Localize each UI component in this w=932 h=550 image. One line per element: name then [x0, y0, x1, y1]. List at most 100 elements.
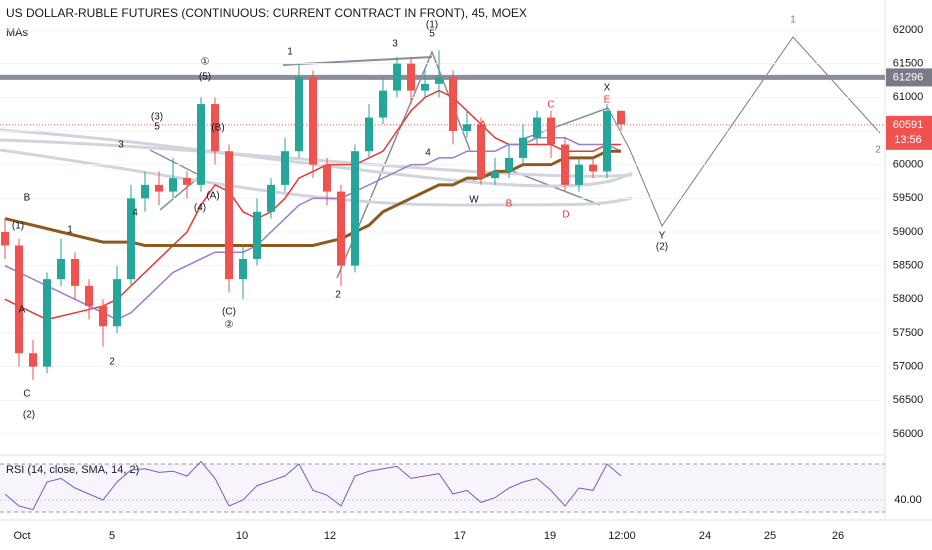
- candle-body: [547, 117, 555, 145]
- wave-label: (2): [656, 242, 668, 253]
- wave-label: E: [604, 95, 611, 106]
- y-tick-label: 56500: [893, 394, 924, 406]
- wave-label: (B): [211, 123, 224, 134]
- candle-body: [463, 124, 471, 131]
- candle-body: [225, 151, 233, 280]
- x-tick-label: 26: [832, 530, 844, 542]
- candle-body: [85, 285, 93, 307]
- moving-average: [4, 149, 621, 247]
- candle-body: [57, 258, 65, 280]
- x-tick-label: 12:00: [608, 530, 636, 542]
- candle-body: [141, 184, 149, 199]
- candle-body: [491, 171, 499, 179]
- wave-label: (2): [23, 410, 35, 421]
- candle-body: [43, 279, 51, 367]
- candle-body: [505, 157, 513, 172]
- wave-label: C: [23, 389, 30, 400]
- wave-label: 4: [132, 208, 138, 219]
- candle-body: [281, 151, 289, 185]
- wave-label: A: [19, 305, 26, 316]
- wave-label: Y: [659, 231, 666, 242]
- wave-label: 3: [392, 39, 398, 50]
- candle-body: [449, 77, 457, 131]
- wave-label: W: [469, 195, 479, 206]
- chart-title: US DOLLAR-RUBLE FUTURES (CONTINUOUS: CUR…: [6, 6, 527, 20]
- candle-body: [155, 184, 163, 192]
- candle-body: [533, 117, 541, 138]
- candle-body: [29, 353, 37, 367]
- candle-body: [617, 110, 625, 125]
- y-tick-label: 61500: [893, 58, 924, 70]
- candle-body: [393, 63, 401, 91]
- wave-label: 4: [425, 148, 431, 159]
- candle-body: [267, 184, 275, 212]
- candle-body: [211, 104, 219, 152]
- x-tick-label: 5: [109, 530, 115, 542]
- wave-label: 1: [287, 47, 293, 58]
- rsi-tick-label: 40.00: [894, 494, 922, 506]
- x-tick-label: Oct: [13, 530, 30, 542]
- candle-body: [15, 245, 23, 354]
- x-tick-label: 12: [324, 530, 336, 542]
- y-tick-label: 59500: [893, 192, 924, 204]
- x-tick-label: 24: [699, 530, 711, 542]
- candle-body: [295, 77, 303, 152]
- wave-label: (C): [222, 307, 236, 318]
- wave-label: D: [562, 210, 569, 221]
- candle-body: [169, 178, 177, 192]
- candle-body: [99, 306, 107, 327]
- candle-body: [71, 258, 79, 286]
- wave-label: 5: [429, 29, 435, 40]
- x-tick-label: 19: [544, 530, 556, 542]
- candle-body: [477, 124, 485, 179]
- wave-label: A: [480, 120, 487, 131]
- candle-body: [113, 279, 121, 327]
- wave-label: (1): [426, 20, 438, 31]
- y-tick-label: 57500: [893, 327, 924, 339]
- candle-body: [421, 83, 429, 91]
- candle-body: [351, 151, 359, 266]
- candle-body: [309, 77, 317, 165]
- indicator-label: MAs: [6, 27, 29, 39]
- wave-label: C: [547, 100, 554, 111]
- candle-body: [323, 164, 331, 192]
- wave-label: (1): [12, 221, 24, 232]
- candle-body: [379, 90, 387, 118]
- wave-label: 2: [875, 145, 881, 156]
- wave-label: 2: [335, 290, 341, 301]
- y-tick-label: 60000: [893, 159, 924, 171]
- ma-gray: [0, 138, 633, 178]
- candle-body: [561, 144, 569, 185]
- y-tick-label: 62000: [893, 24, 924, 36]
- x-tick-label: 10: [236, 530, 248, 542]
- candle-body: [519, 137, 527, 158]
- candle-body: [337, 191, 345, 266]
- last-price-label: 60591: [893, 119, 924, 131]
- y-tick-label: 58000: [893, 293, 924, 305]
- candle-body: [239, 258, 247, 280]
- level-label: 61296: [893, 71, 924, 83]
- candle-body: [127, 198, 135, 280]
- wave-label: 2: [109, 357, 115, 368]
- ma-gray: [0, 148, 633, 207]
- y-tick-label: 58500: [893, 260, 924, 272]
- candle-body: [407, 63, 415, 91]
- candle-body: [1, 232, 9, 246]
- wave-label: B: [506, 199, 513, 210]
- moving-average: [4, 136, 622, 321]
- candle-body: [365, 117, 373, 152]
- wave-label: 3: [118, 140, 124, 151]
- wave-label: (4): [194, 203, 206, 214]
- candle-body: [435, 77, 443, 84]
- y-tick-label: 59000: [893, 226, 924, 238]
- candle-body: [183, 178, 191, 185]
- wave-label: ②: [225, 320, 234, 331]
- wave-label: (3): [151, 112, 163, 123]
- trend-line: [149, 149, 206, 179]
- candle-body: [603, 110, 611, 172]
- wave-label: (5): [199, 72, 211, 83]
- y-tick-label: 61000: [893, 91, 924, 103]
- level-box: [886, 68, 932, 87]
- candle-body: [197, 104, 205, 185]
